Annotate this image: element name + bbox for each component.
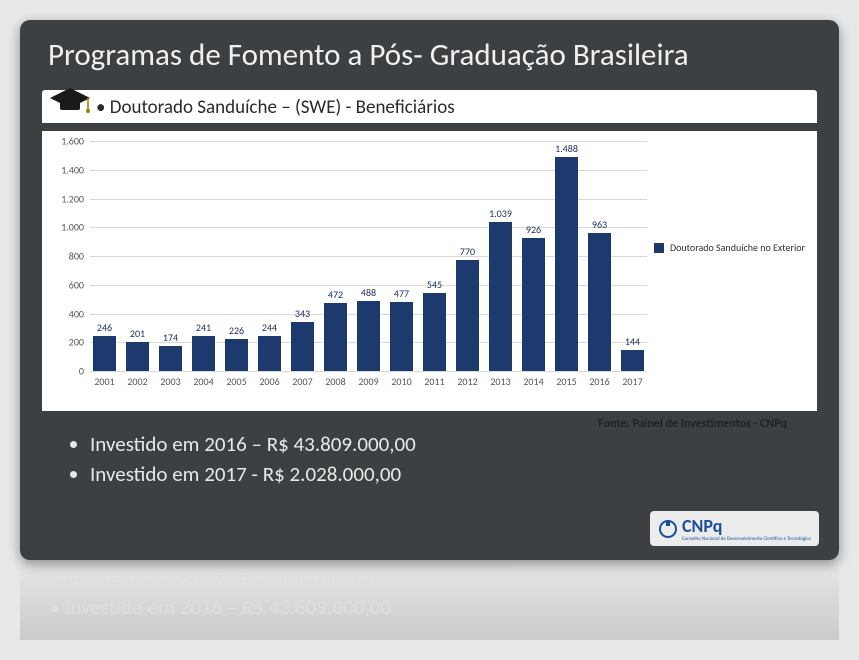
bar	[225, 339, 249, 371]
y-tick-label: 600	[69, 278, 84, 291]
y-tick-label: 0	[79, 365, 84, 378]
bar-column: 4882009	[354, 141, 383, 371]
bar-column: 1.0392013	[486, 141, 515, 371]
x-tick-label: 2003	[160, 375, 180, 388]
chart-source: Fonte: Painel de Investimentos - CNPq	[598, 417, 787, 431]
bar	[324, 303, 348, 371]
y-tick-label: 1.600	[61, 135, 84, 148]
y-tick-label: 1.200	[61, 192, 84, 205]
bar-value-label: 144	[625, 335, 640, 348]
bar-value-label: 246	[97, 321, 112, 334]
bar-column: 3432007	[288, 141, 317, 371]
bar-column: 4772010	[387, 141, 416, 371]
bar-value-label: 226	[229, 324, 244, 337]
x-tick-label: 2013	[490, 375, 510, 388]
x-tick-label: 2005	[226, 375, 246, 388]
bar-value-label: 244	[262, 321, 277, 334]
bar	[258, 336, 282, 371]
bar	[423, 293, 447, 371]
bar	[588, 233, 612, 371]
slide-subtitle: Doutorado Sanduíche – (SWE) - Beneficiár…	[110, 96, 455, 119]
bar-column: 2412004	[189, 141, 218, 371]
bar-column: 1.4882015	[552, 141, 581, 371]
logo-subtitle: Conselho Nacional de Desenvolvimento Cie…	[682, 537, 811, 542]
bar-column: 5452011	[420, 141, 449, 371]
bar	[357, 301, 381, 371]
chart-plot-area: 02004006008001.0001.2001.4001.600 246200…	[90, 141, 647, 371]
slide-subtitle-row: • Doutorado Sanduíche – (SWE) - Benefici…	[42, 90, 817, 123]
bar	[489, 222, 513, 371]
y-tick-label: 1.000	[61, 221, 84, 234]
x-tick-label: 2012	[457, 375, 477, 388]
bar-column: 9632016	[585, 141, 614, 371]
bar-value-label: 963	[592, 218, 607, 231]
bar-value-label: 201	[130, 327, 145, 340]
y-tick-label: 1.400	[61, 163, 84, 176]
bar	[159, 346, 183, 371]
bar	[621, 350, 645, 371]
x-tick-label: 2008	[325, 375, 345, 388]
x-tick-label: 2007	[292, 375, 312, 388]
cnpq-logo: CNPq Conselho Nacional de Desenvolviment…	[650, 511, 819, 546]
bar-value-label: 1.488	[555, 142, 578, 155]
bullet-item: Investido em 2016 – R$ 43.809.000,00	[90, 431, 809, 457]
bar-value-label: 770	[460, 245, 475, 258]
logo-text: CNPq	[682, 515, 722, 537]
bar-value-label: 1.039	[489, 207, 512, 220]
chart-panel: 02004006008001.0001.2001.4001.600 246200…	[42, 131, 817, 411]
bar	[291, 322, 315, 371]
bar	[522, 238, 546, 371]
legend-label: Doutorado Sanduíche no Exterior	[670, 241, 805, 254]
bar-column: 2462001	[90, 141, 119, 371]
bar-column: 1442017	[618, 141, 647, 371]
gridline	[90, 371, 647, 372]
x-tick-label: 2015	[556, 375, 576, 388]
bar-value-label: 488	[361, 286, 376, 299]
legend-swatch	[654, 243, 664, 253]
y-tick-label: 800	[69, 250, 84, 263]
bar-value-label: 545	[427, 278, 442, 291]
x-tick-label: 2010	[391, 375, 411, 388]
slide-title: Programas de Fomento a Pós- Graduação Br…	[20, 20, 839, 84]
slide-card: Programas de Fomento a Pós- Graduação Br…	[20, 20, 839, 560]
x-tick-label: 2001	[94, 375, 114, 388]
bar	[456, 260, 480, 371]
x-tick-label: 2011	[424, 375, 444, 388]
y-tick-label: 200	[69, 336, 84, 349]
chart-legend: Doutorado Sanduíche no Exterior	[654, 241, 805, 254]
bar-column: 2012002	[123, 141, 152, 371]
graduation-cap-icon	[48, 86, 92, 116]
bar-value-label: 472	[328, 288, 343, 301]
bar-value-label: 174	[163, 331, 178, 344]
bar-value-label: 241	[196, 321, 211, 334]
x-tick-label: 2009	[358, 375, 378, 388]
bullet-item: Investido em 2017 - R$ 2.028.000,00	[90, 461, 809, 487]
bar-column: 1742003	[156, 141, 185, 371]
x-tick-label: 2002	[127, 375, 147, 388]
bar-column: 2262005	[222, 141, 251, 371]
y-tick-label: 400	[69, 307, 84, 320]
bar	[126, 342, 150, 371]
x-tick-label: 2006	[259, 375, 279, 388]
bullet-list: Investido em 2016 – R$ 43.809.000,00 Inve…	[50, 431, 809, 487]
bar	[555, 157, 579, 371]
bar-value-label: 926	[526, 223, 541, 236]
bar	[93, 336, 117, 371]
x-tick-label: 2016	[589, 375, 609, 388]
reflection-text: • Investido em 2017 - R$ 2.028.000,00• I…	[50, 568, 391, 620]
bar-column: 2442006	[255, 141, 284, 371]
bar-column: 4722008	[321, 141, 350, 371]
bar-column: 7702012	[453, 141, 482, 371]
x-tick-label: 2017	[622, 375, 642, 388]
slide-reflection: • Investido em 2017 - R$ 2.028.000,00• I…	[20, 560, 839, 640]
x-tick-label: 2004	[193, 375, 213, 388]
bar	[390, 302, 414, 371]
logo-icon	[658, 519, 678, 539]
x-tick-label: 2014	[523, 375, 543, 388]
bar-column: 9262014	[519, 141, 548, 371]
bar-value-label: 477	[394, 287, 409, 300]
bar	[192, 336, 216, 371]
bar-value-label: 343	[295, 307, 310, 320]
